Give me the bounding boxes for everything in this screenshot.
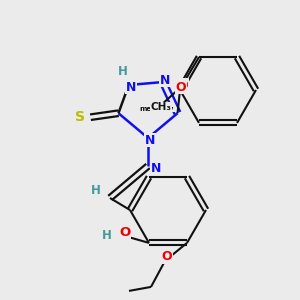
Text: N: N	[125, 80, 136, 94]
Text: methoxy: methoxy	[140, 106, 174, 112]
Text: N: N	[151, 161, 161, 175]
Text: O: O	[119, 226, 130, 239]
Text: S: S	[76, 110, 85, 124]
Text: O: O	[162, 250, 172, 263]
Text: O: O	[178, 79, 188, 92]
Text: H: H	[91, 184, 101, 196]
Text: N: N	[160, 74, 170, 86]
Text: O: O	[176, 81, 186, 94]
Text: CH₃: CH₃	[151, 102, 172, 112]
Text: N: N	[145, 134, 155, 146]
Text: H: H	[102, 230, 112, 242]
Text: H: H	[118, 64, 128, 77]
